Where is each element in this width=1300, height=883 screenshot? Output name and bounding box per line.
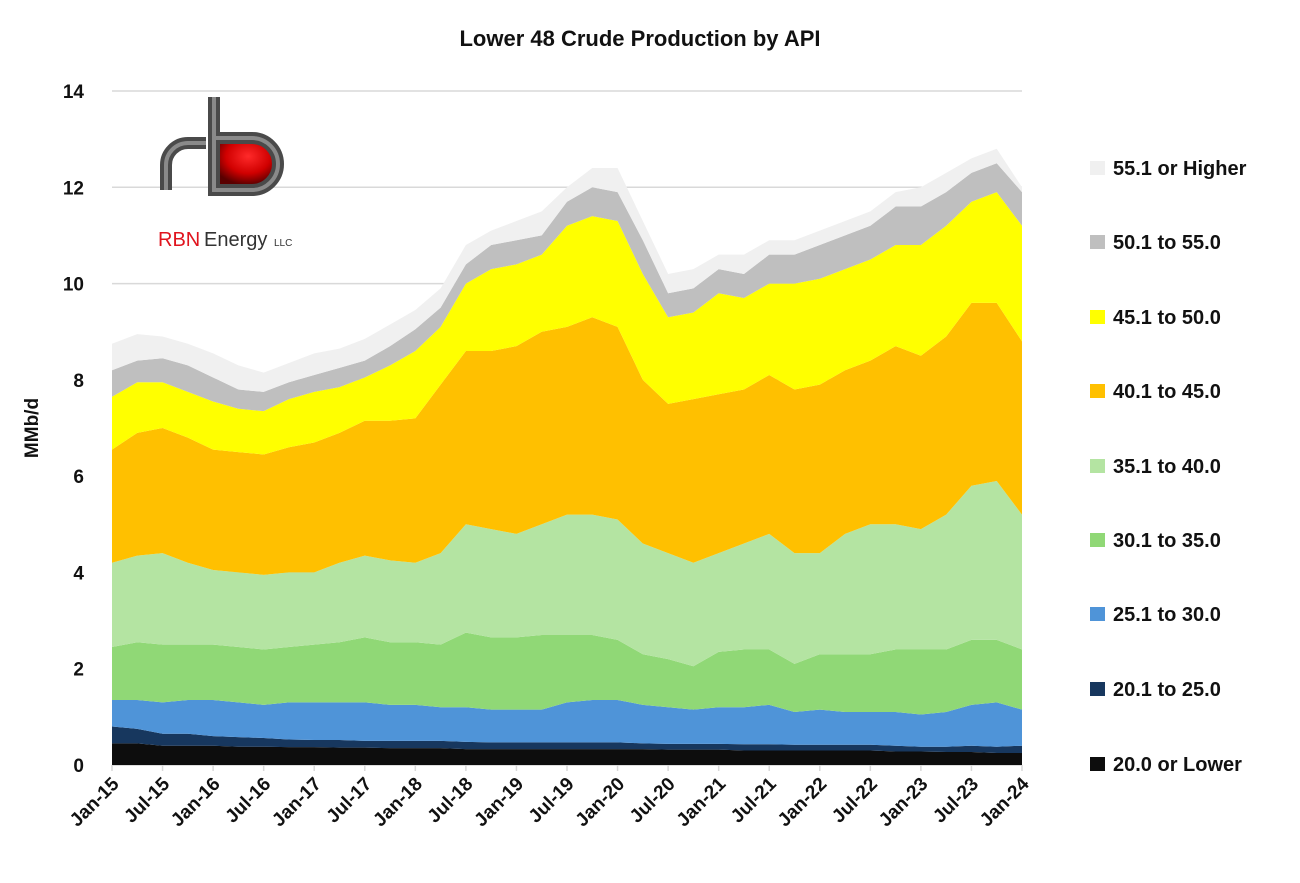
legend-label: 50.1 to 55.0 <box>1113 232 1221 254</box>
chart-title: Lower 48 Crude Production by API <box>459 26 820 51</box>
x-tick-label: Jan-21 <box>673 773 731 831</box>
legend-label: 25.1 to 30.0 <box>1113 604 1221 626</box>
x-tick-label: Jan-23 <box>875 774 932 831</box>
legend: 55.1 or Higher 50.1 to 55.0 45.1 to 50.0 40… <box>1090 158 1247 776</box>
legend-label: 20.0 or Lower <box>1113 754 1242 776</box>
x-axis-ticks: Jan-15Jul-15Jan-16Jul-16Jan-17Jul-17Jan-… <box>66 765 1034 831</box>
x-tick-label: Jul-17 <box>323 774 377 828</box>
x-tick-label: Jul-15 <box>120 773 174 827</box>
legend-swatch <box>1090 235 1105 249</box>
area-50-1-to-55-0 <box>112 163 1022 412</box>
y-tick-label: 10 <box>63 275 84 296</box>
x-tick-label: Jul-20 <box>626 774 680 828</box>
x-tick-label: Jan-20 <box>572 774 629 831</box>
rbn-logo: RBN Energy LLC <box>158 97 292 251</box>
legend-item: 25.1 to 30.0 <box>1090 604 1221 626</box>
legend-item: 40.1 to 45.0 <box>1090 381 1221 403</box>
legend-item: 35.1 to 40.0 <box>1090 456 1221 478</box>
x-tick-label: Jan-17 <box>268 774 325 831</box>
legend-item: 45.1 to 50.0 <box>1090 307 1221 329</box>
legend-item: 30.1 to 35.0 <box>1090 530 1221 552</box>
x-tick-label: Jan-24 <box>976 773 1034 831</box>
logo-name: Energy <box>204 229 267 251</box>
y-tick-label: 8 <box>73 371 84 392</box>
x-tick-label: Jan-19 <box>471 774 528 831</box>
x-tick-label: Jul-23 <box>929 774 983 828</box>
legend-swatch <box>1090 757 1105 771</box>
legend-item: 55.1 or Higher <box>1090 158 1247 180</box>
legend-swatch <box>1090 161 1105 175</box>
x-tick-label: Jul-19 <box>525 774 579 828</box>
x-tick-label: Jul-21 <box>727 773 781 827</box>
y-tick-label: 0 <box>73 756 84 777</box>
area-40-1-to-45-0 <box>112 302 1022 575</box>
logo-suffix: LLC <box>274 238 292 249</box>
legend-item: 20.0 or Lower <box>1090 754 1242 776</box>
x-tick-label: Jan-15 <box>66 773 124 831</box>
legend-swatch <box>1090 310 1105 324</box>
y-tick-label: 4 <box>73 563 84 584</box>
x-tick-label: Jul-18 <box>424 774 478 828</box>
y-tick-label: 2 <box>73 660 84 681</box>
legend-label: 55.1 or Higher <box>1113 158 1247 180</box>
y-tick-label: 14 <box>63 82 85 103</box>
area-30-1-to-35-0 <box>112 632 1022 715</box>
y-tick-label: 12 <box>63 178 84 199</box>
area-25-1-to-30-0 <box>112 700 1022 747</box>
area-20-0-or-lower <box>112 743 1022 765</box>
legend-item: 50.1 to 55.0 <box>1090 232 1221 254</box>
area-55-1-or-higher <box>112 148 1022 392</box>
x-tick-label: Jan-22 <box>774 774 831 831</box>
legend-label: 30.1 to 35.0 <box>1113 530 1221 552</box>
legend-label: 45.1 to 50.0 <box>1113 307 1221 329</box>
legend-item: 20.1 to 25.0 <box>1090 679 1221 701</box>
legend-swatch <box>1090 384 1105 398</box>
area-45-1-to-50-0 <box>112 192 1022 455</box>
y-axis-ticks: 0 2 4 6 8 10 12 14 <box>63 82 85 777</box>
x-tick-label: Jul-16 <box>222 774 276 828</box>
legend-swatch <box>1090 607 1105 621</box>
legend-label: 35.1 to 40.0 <box>1113 456 1221 478</box>
legend-swatch <box>1090 533 1105 547</box>
area-20-1-to-25-0 <box>112 726 1022 753</box>
legend-label: 40.1 to 45.0 <box>1113 381 1221 403</box>
x-tick-label: Jan-16 <box>167 774 224 831</box>
y-tick-label: 6 <box>73 467 84 488</box>
x-tick-label: Jan-18 <box>369 774 426 831</box>
x-tick-label: Jul-22 <box>828 774 882 828</box>
area-35-1-to-40-0 <box>112 480 1022 667</box>
y-axis-label: MMb/d <box>22 398 43 458</box>
logo-brand: RBN <box>158 229 200 251</box>
legend-label: 20.1 to 25.0 <box>1113 679 1221 701</box>
legend-swatch <box>1090 682 1105 696</box>
legend-swatch <box>1090 459 1105 473</box>
area-series <box>112 148 1022 765</box>
